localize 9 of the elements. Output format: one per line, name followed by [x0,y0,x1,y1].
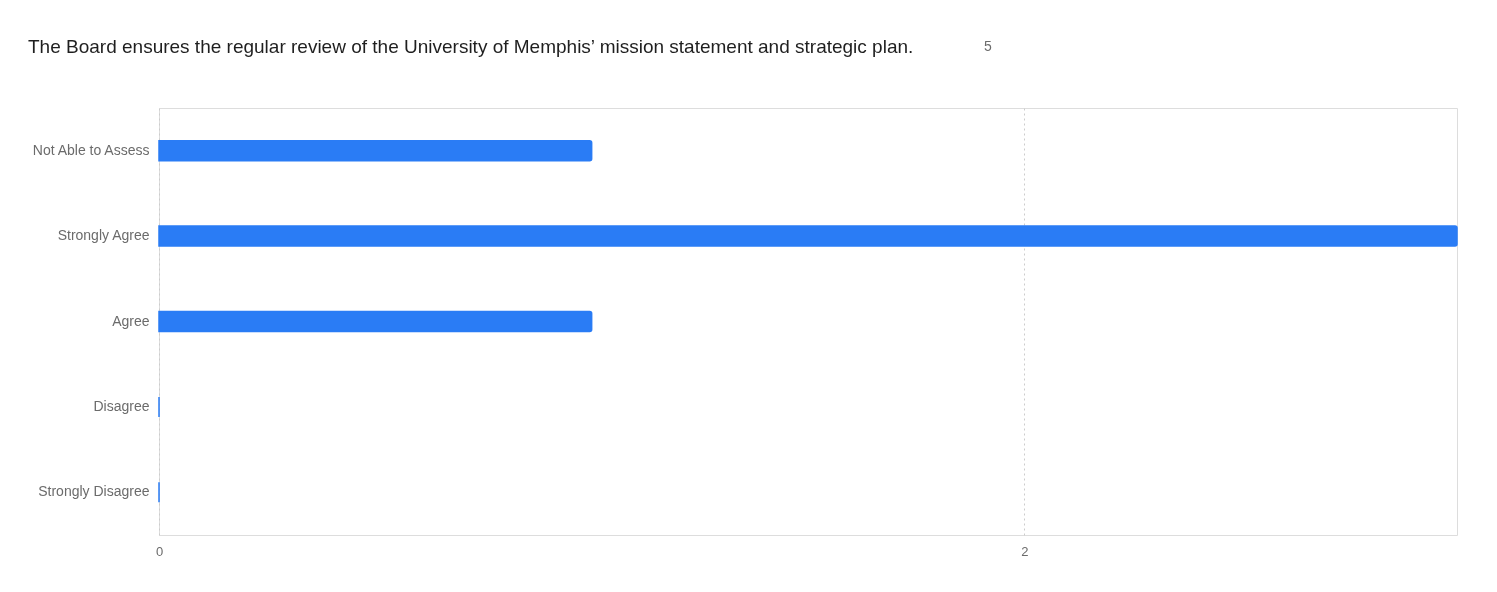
y-tick-label: Agree [112,312,150,329]
y-tick-label: Strongly Agree [57,227,150,244]
x-tick-label: 2 [1021,543,1029,559]
chart-title: The Board ensures the regular review of the University of Memphis’ mission statement and strategic plan. [28,36,914,57]
text: 5 [984,38,993,54]
y-tick-label: Strongly Disagree [38,483,150,500]
y-tick-label: Not Able to Assess [32,141,150,158]
y-tick-label: Disagree [93,397,150,414]
x-tick-label: 0 [155,543,164,559]
